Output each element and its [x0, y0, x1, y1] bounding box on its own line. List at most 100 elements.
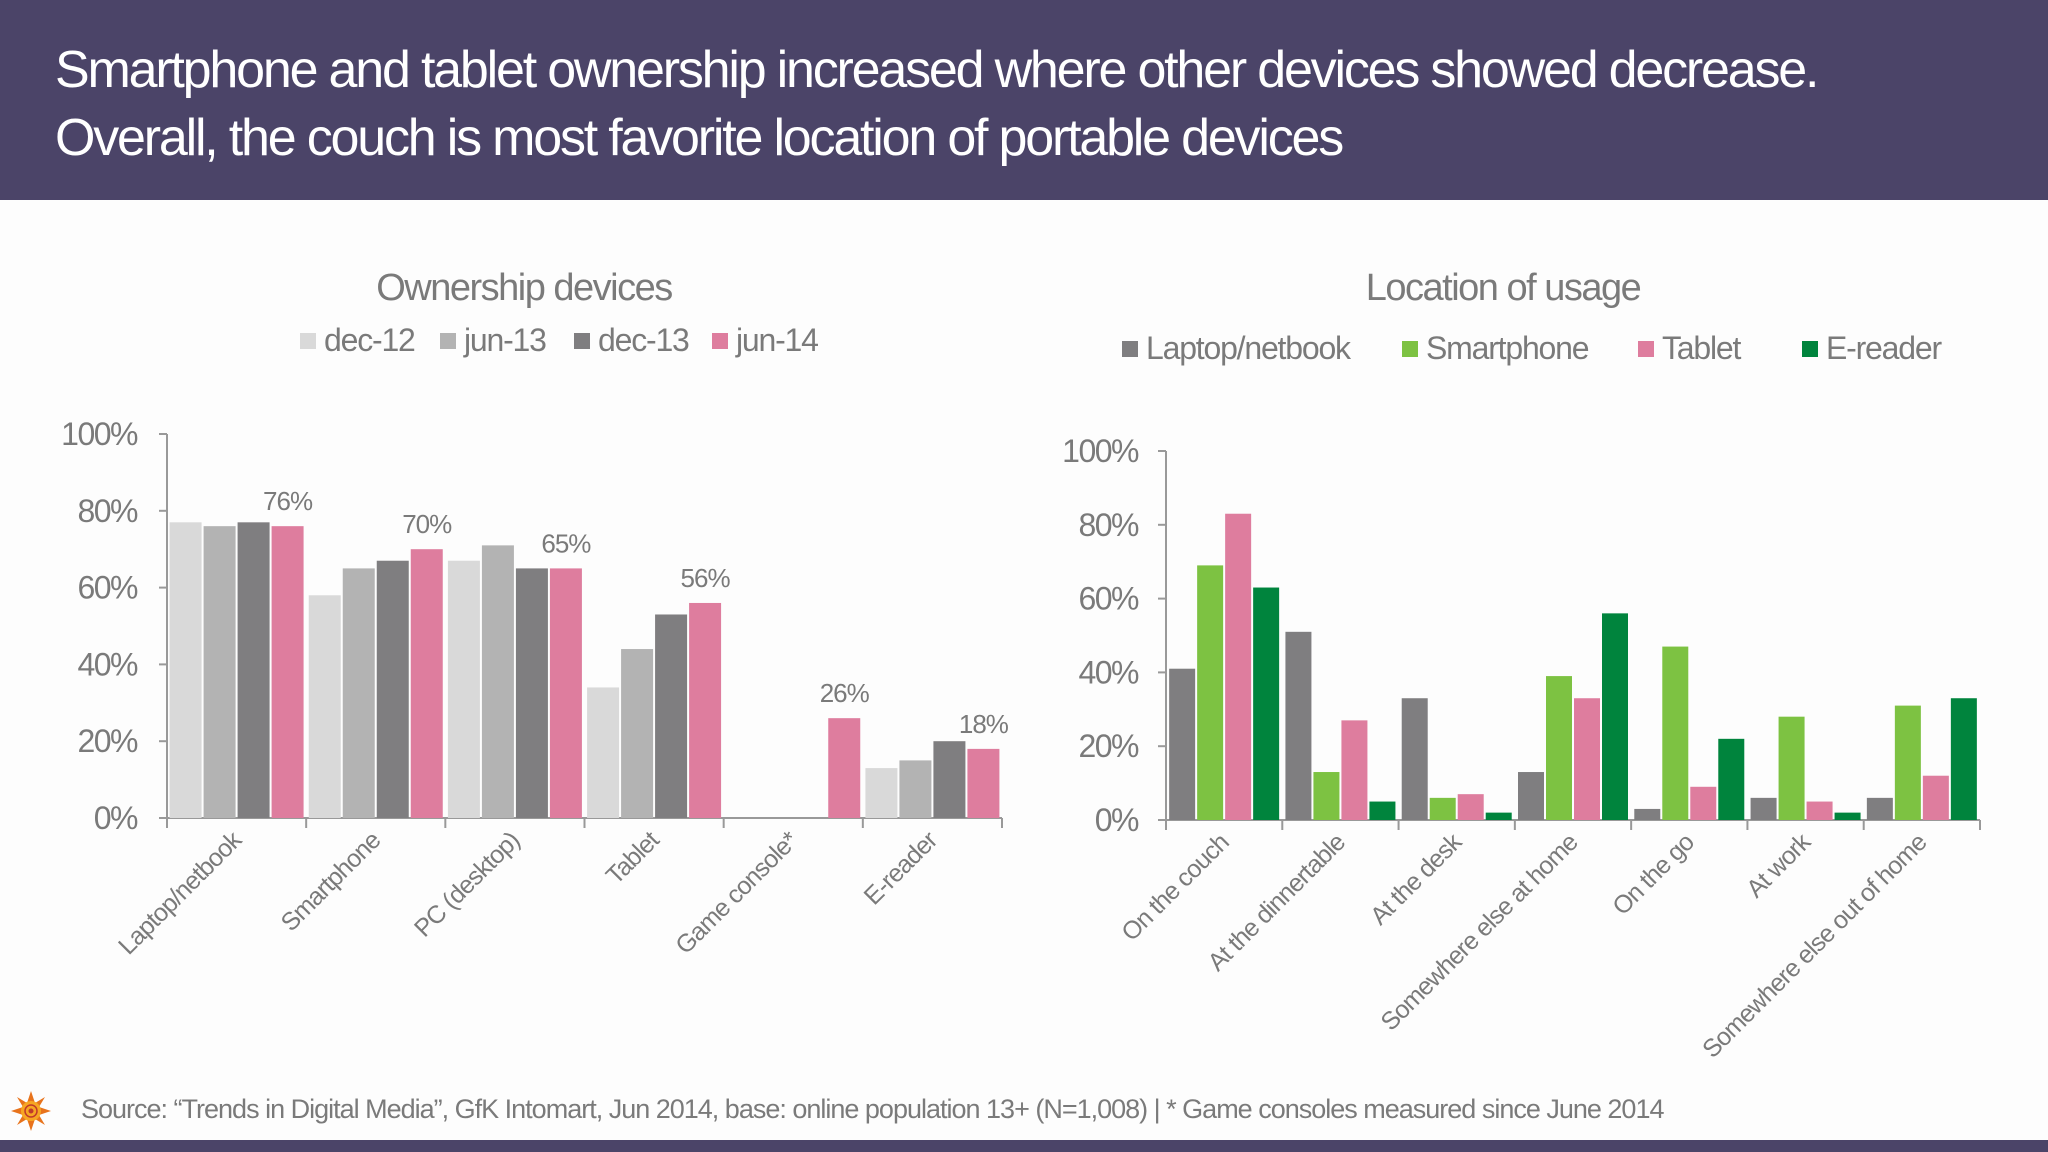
bar-jun-14-Laptop/netbook [271, 526, 304, 818]
y-tick-label: 0% [94, 800, 138, 836]
bar-E-reader-On the go [1718, 738, 1745, 820]
legend-swatch-dec-13 [574, 333, 590, 349]
legend-label: dec-12 [324, 322, 415, 358]
legend-swatch-Tablet [1638, 341, 1654, 357]
category-label: Laptop/netbook [113, 826, 248, 961]
bar-E-reader-Somewhere else at home [1602, 613, 1628, 820]
source-note: Source: “Trends in Digital Media”, GfK I… [81, 1094, 1664, 1124]
bar-Laptop/netbook-Somewhere else at home [1518, 772, 1544, 820]
y-tick-label: 60% [1078, 581, 1139, 617]
legend-label: Smartphone [1426, 330, 1589, 366]
bar-dec-12-Tablet [587, 687, 620, 818]
y-tick-label: 100% [61, 416, 138, 452]
category-label: Smartphone [276, 826, 386, 936]
category-label: PC (desktop) [409, 826, 525, 942]
bar-jun-14-E-reader [967, 748, 1000, 818]
chart-title: Ownership devices [376, 267, 672, 309]
bar-Tablet-At the dinnertable [1341, 720, 1368, 820]
category-label: On the couch [1116, 828, 1234, 946]
bar-E-reader-At the dinnertable [1369, 801, 1396, 820]
legend-label: jun-13 [463, 322, 546, 358]
legend-label: dec-13 [598, 322, 689, 358]
category-label: At work [1741, 828, 1817, 904]
bar-E-reader-At the desk [1485, 812, 1512, 820]
data-label: 26% [820, 678, 870, 708]
bar-Tablet-At work [1806, 801, 1833, 820]
category-label: On the go [1607, 828, 1699, 920]
bar-dec-13-E-reader [933, 741, 966, 818]
bar-E-reader-At work [1834, 812, 1861, 820]
data-label: 65% [541, 528, 591, 558]
bar-jun-13-Tablet [621, 649, 654, 818]
legend-swatch-E-reader [1802, 341, 1818, 357]
bar-jun-13-PC (desktop) [481, 545, 514, 818]
bar-Laptop/netbook-At work [1750, 797, 1777, 820]
bar-jun-13-Laptop/netbook [203, 526, 236, 818]
data-label: 76% [263, 486, 313, 516]
bar-dec-13-Smartphone [376, 560, 409, 818]
bar-jun-13-Smartphone [342, 568, 375, 818]
y-tick-label: 100% [1062, 433, 1139, 469]
y-tick-label: 40% [1078, 654, 1139, 690]
legend-swatch-Laptop/netbook [1122, 341, 1138, 357]
chart-title: Location of usage [1366, 267, 1641, 309]
category-label: Somewhere else at home [1375, 828, 1583, 1036]
bar-jun-14-Tablet [689, 602, 722, 818]
y-tick-label: 0% [1095, 802, 1139, 838]
bar-Smartphone-At work [1778, 716, 1805, 820]
data-label: 70% [402, 509, 452, 539]
bar-Smartphone-Somewhere else out of home [1894, 705, 1921, 820]
bar-jun-14-Game console* [828, 718, 861, 818]
y-tick-label: 80% [1078, 507, 1139, 543]
y-tick-label: 20% [77, 723, 138, 759]
bar-dec-12-PC (desktop) [447, 560, 480, 818]
legend-label: Tablet [1662, 330, 1742, 366]
bar-dec-13-PC (desktop) [515, 568, 548, 818]
bar-dec-12-Smartphone [308, 595, 341, 818]
bar-Laptop/netbook-At the desk [1401, 698, 1428, 820]
bar-jun-14-PC (desktop) [549, 568, 582, 818]
category-label: E-reader [859, 826, 943, 910]
bar-Tablet-On the couch [1225, 513, 1252, 820]
bar-Laptop/netbook-On the go [1634, 808, 1661, 820]
category-label: Somewhere else out of home [1697, 828, 1932, 1063]
legend-swatch-jun-14 [712, 333, 728, 349]
y-tick-label: 40% [77, 646, 138, 682]
bar-dec-12-Laptop/netbook [169, 522, 202, 818]
category-label: Tablet [601, 826, 665, 890]
bar-jun-13-E-reader [899, 760, 932, 818]
bar-Laptop/netbook-Somewhere else out of home [1866, 797, 1893, 820]
bar-Smartphone-At the dinnertable [1313, 772, 1340, 820]
bar-Laptop/netbook-On the couch [1169, 668, 1196, 820]
legend-swatch-Smartphone [1402, 341, 1418, 357]
legend-label: E-reader [1826, 330, 1942, 366]
legend-label: jun-14 [735, 322, 818, 358]
bar-Smartphone-On the go [1662, 646, 1689, 820]
legend-swatch-dec-12 [300, 333, 316, 349]
bar-Smartphone-Somewhere else at home [1546, 676, 1572, 820]
y-tick-label: 20% [1078, 728, 1139, 764]
bar-E-reader-Somewhere else out of home [1950, 698, 1977, 820]
headline-line-2: Overall, the couch is most favorite loca… [55, 109, 1344, 167]
bar-dec-13-Tablet [655, 614, 688, 818]
category-label: At the desk [1365, 828, 1468, 931]
bar-Smartphone-On the couch [1197, 565, 1224, 820]
bar-Laptop/netbook-At the dinnertable [1285, 631, 1312, 820]
bar-Tablet-On the go [1690, 786, 1717, 820]
y-tick-label: 80% [77, 493, 138, 529]
category-label: Game console* [670, 826, 804, 960]
sun-logo-icon [11, 1091, 51, 1131]
header-banner: Smartphone and tablet ownership increase… [0, 0, 2048, 200]
bar-Tablet-Somewhere else at home [1574, 698, 1600, 820]
bar-Tablet-At the desk [1457, 794, 1484, 820]
bottom-bar [0, 1140, 2048, 1152]
bar-Tablet-Somewhere else out of home [1922, 775, 1949, 820]
legend-label: Laptop/netbook [1146, 330, 1352, 366]
bar-dec-12-E-reader [865, 768, 898, 818]
data-label: 18% [959, 709, 1009, 739]
y-tick-label: 60% [77, 570, 138, 606]
bar-dec-13-Laptop/netbook [237, 522, 270, 818]
data-label: 56% [681, 563, 731, 593]
bar-Smartphone-At the desk [1429, 797, 1456, 820]
